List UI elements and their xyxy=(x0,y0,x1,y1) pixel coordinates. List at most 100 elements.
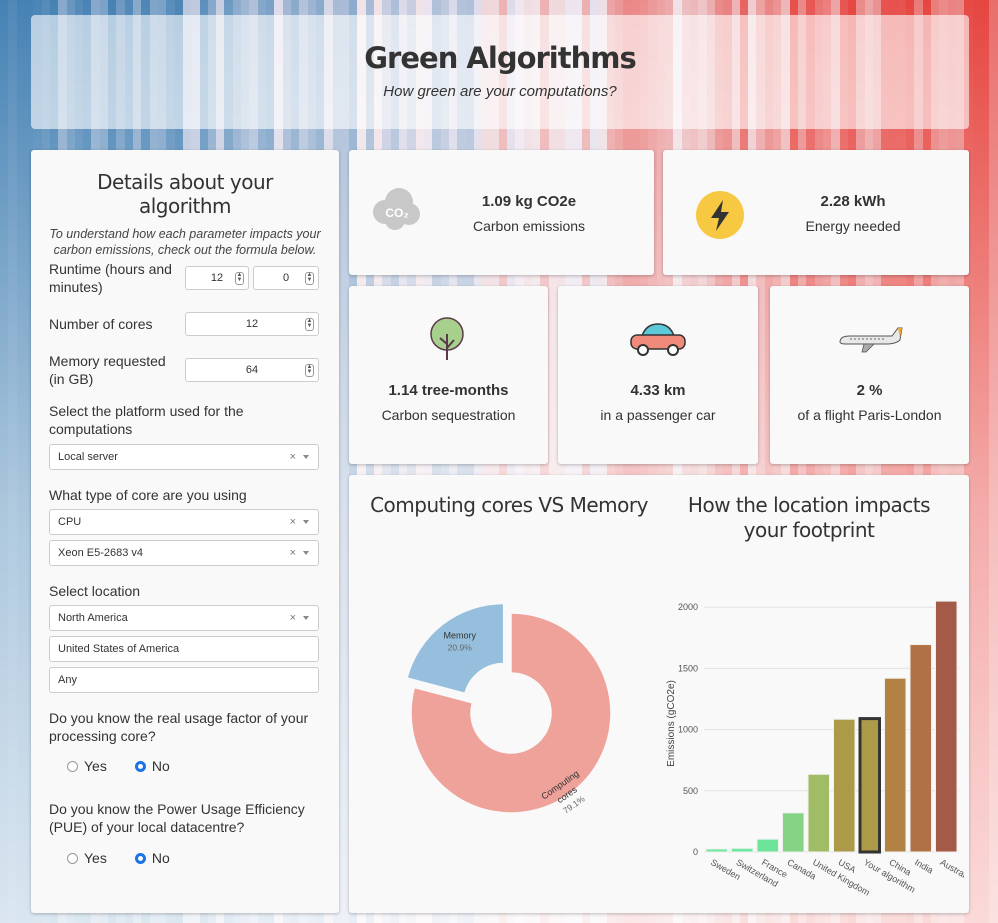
form-note: To understand how each parameter impacts… xyxy=(49,227,321,257)
memory-label: Memory requested (in GB) xyxy=(49,353,166,387)
bar-sweden xyxy=(705,848,728,853)
chevron-down-icon[interactable] xyxy=(303,520,309,524)
chevron-down-icon[interactable] xyxy=(303,616,309,620)
y-axis-label: Emissions (gCO2e) xyxy=(666,680,677,767)
radio-label: No xyxy=(151,850,170,866)
runtime-row: Runtime (hours and minutes) 12 ▲ ▼ 0 ▲ ▼ xyxy=(49,260,321,296)
memory-row: Memory requested (in GB) 64 ▲ ▼ xyxy=(49,352,321,388)
car-label: in a passenger car xyxy=(600,407,716,423)
radio-label: Yes xyxy=(84,850,107,866)
co2-icon-text: CO₂ xyxy=(385,206,408,220)
pue-yes-radio[interactable]: Yes xyxy=(67,850,107,866)
algorithm-form: Details about your algorithm To understa… xyxy=(31,150,339,913)
continent-select[interactable]: North America × xyxy=(49,605,319,631)
radio-selected-icon[interactable] xyxy=(134,760,146,772)
x-tick-label: India xyxy=(913,857,935,875)
continent-value: North America xyxy=(58,612,128,624)
stepper-icon[interactable]: ▲ ▼ xyxy=(305,364,314,377)
y-tick-label: 500 xyxy=(683,786,698,796)
bar-usa xyxy=(833,718,856,853)
core-type-label: What type of core are you using xyxy=(49,487,247,503)
memory-input[interactable]: 64 ▲ ▼ xyxy=(185,358,319,382)
clear-icon[interactable]: × xyxy=(289,547,296,559)
core-type-value: CPU xyxy=(58,516,82,528)
pue-no-radio[interactable]: No xyxy=(134,850,170,866)
clear-icon[interactable]: × xyxy=(289,451,296,463)
cores-row: Number of cores 12 ▲ ▼ xyxy=(49,312,321,336)
bar-france xyxy=(756,838,779,853)
usage-radio-group: Yes No xyxy=(67,758,170,774)
bar-your-algorithm xyxy=(858,717,881,854)
flight-card: 2 % of a flight Paris-London xyxy=(770,286,969,464)
y-tick-label: 0 xyxy=(693,847,698,857)
pie-slice-1 xyxy=(406,602,505,695)
co2-cloud-icon: CO₂ xyxy=(373,188,420,230)
clear-icon[interactable]: × xyxy=(289,516,296,528)
runtime-label: Runtime (hours and minutes) xyxy=(49,261,172,295)
bar-china xyxy=(884,677,907,853)
radio-label: Yes xyxy=(84,758,107,774)
pie-label-group: Memory 20.9% xyxy=(443,630,476,652)
carbon-label: Carbon emissions xyxy=(472,218,586,234)
usage-no-radio[interactable]: No xyxy=(134,758,170,774)
bar-switzerland xyxy=(731,847,754,853)
runtime-hours-input[interactable]: 12 ▲ ▼ xyxy=(185,266,249,290)
x-tick-label: Australia xyxy=(939,857,965,883)
pie-slice-label: Memory xyxy=(443,630,476,640)
bar-chart-title: How the location impacts your footprint xyxy=(687,493,931,542)
header: Green Algorithms How green are your comp… xyxy=(31,15,969,129)
bar-united-kingdom xyxy=(807,773,830,853)
platform-label: Select the platform used for the computa… xyxy=(49,403,244,437)
stepper-icon[interactable]: ▲ ▼ xyxy=(235,272,244,285)
region-select[interactable]: Any xyxy=(49,667,319,693)
bar-canada xyxy=(782,812,805,853)
location-label: Select location xyxy=(49,583,141,599)
hours-value: 12 xyxy=(210,272,224,284)
tree-label: Carbon sequestration xyxy=(381,407,516,423)
pue-label: Do you know the Power Usage Efficiency (… xyxy=(49,801,305,835)
plane-icon xyxy=(839,327,903,353)
y-tick-label: 1500 xyxy=(678,663,698,673)
chevron-down-icon[interactable] xyxy=(303,455,309,459)
radio-selected-icon[interactable] xyxy=(134,852,146,864)
core-model-value: Xeon E5-2683 v4 xyxy=(58,547,144,559)
tree-card: 1.14 tree-months Carbon sequestration xyxy=(349,286,548,464)
y-tick-label: 2000 xyxy=(678,602,698,612)
bar-australia xyxy=(935,600,958,853)
radio-icon[interactable] xyxy=(67,852,78,864)
core-type-select[interactable]: CPU × xyxy=(49,509,319,535)
tree-icon xyxy=(430,317,464,360)
radio-icon[interactable] xyxy=(67,760,78,772)
pue-radio-group: Yes No xyxy=(67,850,170,866)
car-card: 4.33 km in a passenger car xyxy=(558,286,758,464)
stepper-icon[interactable]: ▲ ▼ xyxy=(305,318,314,331)
pie-slice-0 xyxy=(410,612,612,814)
tree-value: 1.14 tree-months xyxy=(388,382,509,399)
clear-icon[interactable]: × xyxy=(289,612,296,624)
cores-value: 12 xyxy=(245,318,259,330)
charts-card: Computing cores VS Memory How the locati… xyxy=(349,475,969,913)
runtime-minutes-input[interactable]: 0 ▲ ▼ xyxy=(253,266,319,290)
car-icon xyxy=(630,323,686,356)
country-value: United States of America xyxy=(58,643,180,655)
radio-label: No xyxy=(151,758,170,774)
cores-input[interactable]: 12 ▲ ▼ xyxy=(185,312,319,336)
energy-value: 2.28 kWh xyxy=(820,193,886,210)
platform-select[interactable]: Local server × xyxy=(49,444,319,470)
minutes-value: 0 xyxy=(282,272,290,284)
pie-chart-title: Computing cores VS Memory xyxy=(370,493,648,517)
energy-label: Energy needed xyxy=(805,218,901,234)
car-value: 4.33 km xyxy=(630,382,686,399)
lightning-icon xyxy=(696,191,744,239)
country-select[interactable]: United States of America xyxy=(49,636,319,662)
page-subtitle: How green are your computations? xyxy=(383,83,617,100)
core-model-select[interactable]: Xeon E5-2683 v4 × xyxy=(49,540,319,566)
usage-yes-radio[interactable]: Yes xyxy=(67,758,107,774)
chevron-down-icon[interactable] xyxy=(303,551,309,555)
bar-india xyxy=(909,644,932,853)
form-title: Details about your algorithm xyxy=(97,170,273,218)
pie-slice-pct: 20.9% xyxy=(448,642,473,652)
stepper-icon[interactable]: ▲ ▼ xyxy=(305,272,314,285)
